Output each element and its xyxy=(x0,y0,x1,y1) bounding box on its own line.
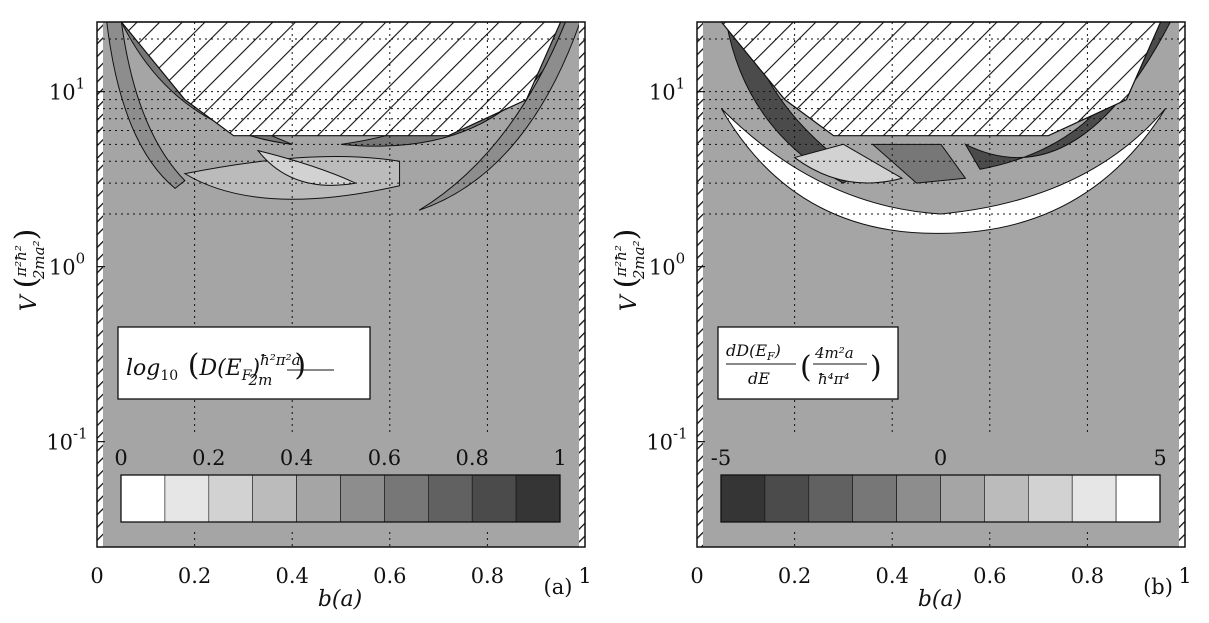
y-tick-label: 10-1 xyxy=(46,425,87,455)
y-tick-label: 100 xyxy=(49,250,85,280)
legend-box-a: log10 (D(EF)ħ²π²a 2m) xyxy=(117,326,371,400)
colorbar-swatch xyxy=(1071,474,1117,523)
colorbar-swatch xyxy=(252,474,297,523)
panel-a: 0 0.2 0.4 0.6 0.8 1 101 100 10-1 log10 (D(EF)ħ²π… xyxy=(9,21,592,612)
y-tick-label: 101 xyxy=(649,75,685,105)
svg-text:ħ⁴π⁴: ħ⁴π⁴ xyxy=(818,370,850,388)
x-tick-label: 0 xyxy=(690,564,703,588)
colorbar-swatch xyxy=(296,474,341,523)
x-tick-label: 0.8 xyxy=(1071,564,1104,588)
panel-b: 0 0.2 0.4 0.6 0.8 1 101 100 10-1 dD(EF) dE ( 4m²… xyxy=(609,21,1192,612)
colorbar-tick-label: -5 xyxy=(711,446,731,470)
colorbar-swatch xyxy=(340,474,385,523)
y-tick-label: 10-1 xyxy=(646,425,687,455)
colorbar-swatch xyxy=(896,474,941,523)
x-axis-label-b: b(a) xyxy=(918,587,962,612)
svg-text:V (π²ħ²2ma²): V (π²ħ²2ma²) xyxy=(9,229,48,312)
colorbar-swatch xyxy=(471,474,517,523)
colorbar-b: -5 0 5 xyxy=(711,433,1167,528)
y-tick-label: 101 xyxy=(49,75,85,105)
excluded-region xyxy=(120,21,562,137)
x-tick-label: 0.6 xyxy=(973,564,1006,588)
colorbar-tick-label: 0.8 xyxy=(455,446,488,470)
x-tick-label: 0.4 xyxy=(875,564,908,588)
x-tick-label: 0.6 xyxy=(373,564,406,588)
colorbar-frame xyxy=(120,474,561,523)
x-axis-label-a: b(a) xyxy=(318,587,362,612)
svg-text:4m²a: 4m²a xyxy=(814,344,854,362)
colorbar-swatch xyxy=(384,474,429,523)
colorbar-tick-label: 5 xyxy=(1153,446,1166,470)
panel-label-b: (b) xyxy=(1143,575,1173,599)
x-tick-label: 1 xyxy=(578,564,591,588)
colorbar-swatch xyxy=(1028,474,1073,523)
colorbar-tick-label: 1 xyxy=(553,446,566,470)
colorbar-swatch xyxy=(515,474,561,523)
contour-region xyxy=(793,143,904,184)
colorbar-swatch xyxy=(940,474,985,523)
colorbar-swatch xyxy=(208,474,254,523)
edge-hatch-right xyxy=(1179,22,1185,547)
colorbar-tick-label: 0 xyxy=(114,446,127,470)
x-tick-label: 0.4 xyxy=(275,564,308,588)
colorbar-swatch xyxy=(808,474,853,523)
contour-region xyxy=(871,143,967,184)
svg-text:dE: dE xyxy=(748,369,770,388)
svg-text:V (π²ħ²2ma²): V (π²ħ²2ma²) xyxy=(609,229,648,312)
colorbar-swatch xyxy=(120,474,166,523)
excluded-region xyxy=(720,21,1162,137)
svg-text:(: ( xyxy=(800,350,812,385)
colorbar-tick-label: 0.6 xyxy=(368,446,401,470)
y-axis-label-a: V (π²ħ²2ma²) xyxy=(9,229,48,312)
colorbar-tick-label: 0 xyxy=(934,446,947,470)
edge-hatch-left xyxy=(97,22,103,547)
edge-hatch-right xyxy=(579,22,585,547)
edge-hatch-left xyxy=(697,22,703,547)
colorbar-swatch xyxy=(427,474,473,523)
colorbar-swatch xyxy=(164,474,210,523)
contour-region xyxy=(106,21,186,190)
panel-label-a: (a) xyxy=(544,575,573,599)
y-axis-label-b: V (π²ħ²2ma²) xyxy=(609,229,648,312)
colorbar-a: 0 0.2 0.4 0.6 0.8 1 xyxy=(114,433,567,528)
colorbar-tick-label: 0.2 xyxy=(192,446,225,470)
x-tick-label: 0.8 xyxy=(471,564,504,588)
x-tick-label: 1 xyxy=(1178,564,1191,588)
plot-frame xyxy=(96,21,586,548)
colorbar-swatch xyxy=(984,474,1029,523)
colorbar-frame xyxy=(720,474,1161,523)
x-tick-label: 0.2 xyxy=(178,564,211,588)
colorbar-tick-label: 0.4 xyxy=(280,446,313,470)
x-tick-label: 0.2 xyxy=(778,564,811,588)
colorbar-swatch xyxy=(852,474,897,523)
colorbar-swatch xyxy=(720,474,766,523)
svg-text:): ) xyxy=(870,350,882,385)
y-tick-label: 100 xyxy=(649,250,685,280)
x-tick-label: 0 xyxy=(90,564,103,588)
legend-box-b: dD(EF) dE ( 4m²a ħ⁴π⁴ ) xyxy=(717,326,899,400)
colorbar-swatch xyxy=(1115,474,1161,523)
plot-frame xyxy=(696,21,1186,548)
colorbar-swatch xyxy=(764,474,810,523)
